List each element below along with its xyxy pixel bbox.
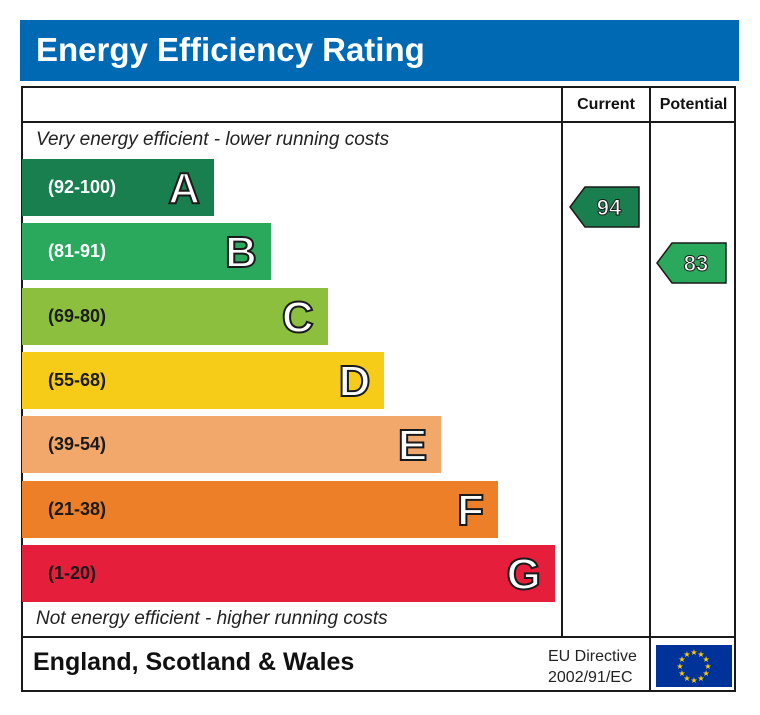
band-f: (21-38) F	[22, 480, 498, 538]
band-range-label: (69-80)	[48, 305, 107, 326]
band-letter: F	[456, 485, 485, 536]
eu-star: ★	[683, 650, 690, 659]
band-c: (69-80) C	[22, 287, 328, 345]
current-rating-value: 94	[597, 195, 622, 220]
band-letter: D	[338, 356, 372, 407]
eu-star: ★	[697, 650, 704, 659]
eu-star: ★	[683, 674, 690, 683]
eu-flag-icon: ★ ★ ★ ★ ★ ★ ★ ★ ★ ★ ★ ★	[656, 645, 732, 687]
column-header-current: Current	[577, 96, 635, 113]
band-letter: A	[167, 163, 201, 214]
eu-directive-label: EU Directive	[548, 648, 637, 665]
potential-tag-arrow	[656, 242, 727, 285]
current-rating-tag: 94	[569, 186, 641, 235]
eu-star: ★	[676, 662, 683, 671]
band-letter: B	[224, 227, 258, 278]
eu-star: ★	[678, 669, 685, 678]
band-e: (39-54) E	[22, 416, 442, 474]
eu-star: ★	[678, 655, 685, 664]
band-letter: G	[506, 549, 542, 600]
inefficient-note: Not energy efficient - higher running co…	[36, 608, 388, 629]
region-label: England, Scotland & Wales	[33, 648, 355, 676]
title-banner: Energy Efficiency Rating	[20, 20, 739, 81]
band-range-label: (55-68)	[48, 369, 107, 390]
column-header-potential: Potential	[659, 96, 728, 113]
potential-rating-value: 83	[684, 251, 708, 276]
band-b: (81-91) B	[22, 223, 271, 281]
eu-star: ★	[697, 674, 704, 683]
efficient-note: Very energy efficient - lower running co…	[36, 129, 390, 150]
band-range-label: (39-54)	[48, 434, 107, 455]
potential-column-divider	[649, 86, 651, 692]
current-tag-arrow	[569, 186, 640, 228]
band-letter: E	[397, 420, 428, 471]
current-column-divider	[561, 86, 563, 638]
band-range-label: (92-100)	[48, 177, 117, 197]
band-range-label: (21-38)	[48, 498, 107, 519]
band-range-label: (1-20)	[48, 562, 97, 583]
eu-star: ★	[704, 662, 711, 671]
band-g: (1-20) G	[22, 544, 555, 602]
header-divider	[21, 121, 736, 123]
potential-rating-tag: 83	[656, 242, 728, 291]
eu-star: ★	[703, 669, 710, 678]
band-letter: C	[281, 292, 315, 343]
chart-title: Energy Efficiency Rating	[36, 31, 425, 68]
footer-divider	[21, 636, 736, 638]
eu-star: ★	[690, 676, 697, 685]
eu-star: ★	[690, 648, 697, 657]
band-d: (55-68) D	[22, 351, 385, 409]
eu-star: ★	[703, 655, 710, 664]
band-range-label: (81-91)	[48, 241, 107, 262]
eu-directive-number: 2002/91/EC	[548, 669, 633, 686]
band-a: (92-100) A	[22, 159, 214, 216]
